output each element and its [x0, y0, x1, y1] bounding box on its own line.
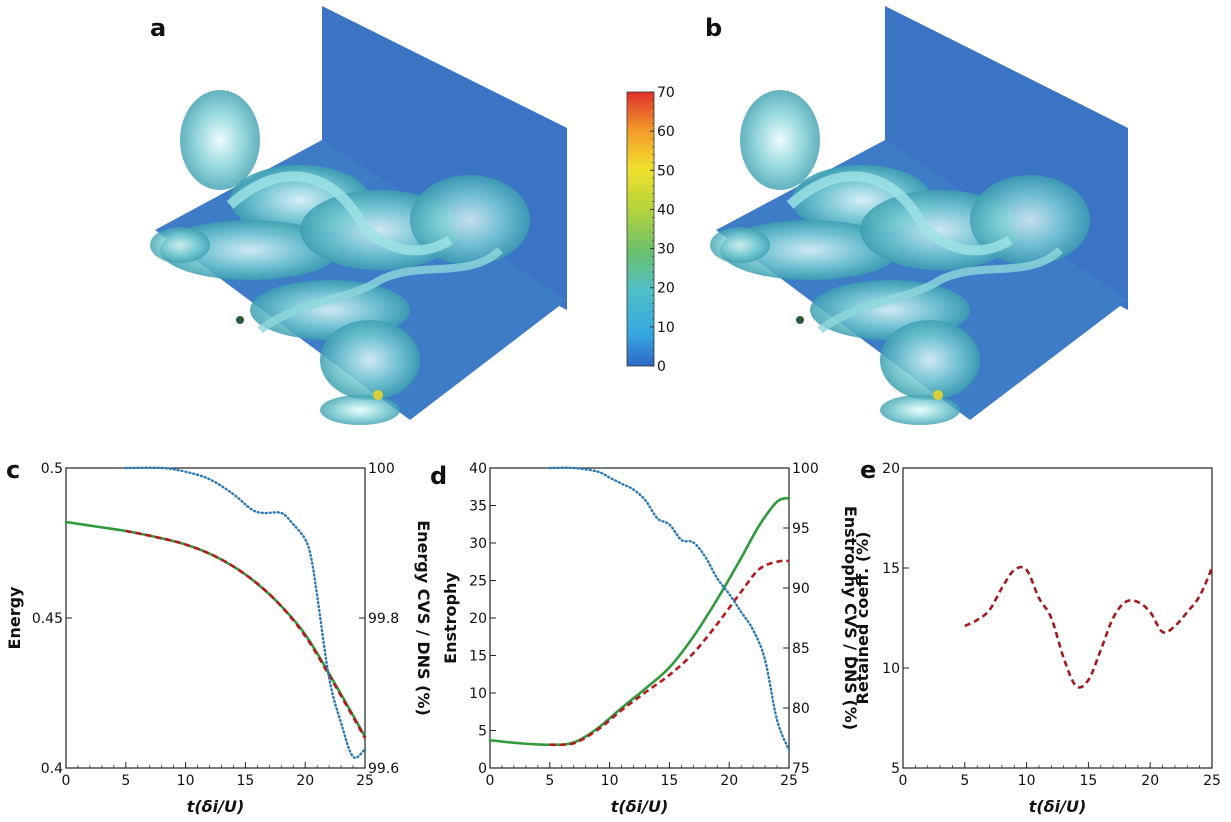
colorbar-tick-label: 40 [657, 202, 675, 218]
y-tick-label: 15 [882, 561, 900, 577]
y-axis-label: Retained coeff. (%) [853, 532, 872, 705]
plot-frame [489, 467, 790, 769]
colorbar-tick-label: 20 [657, 281, 675, 297]
vortex-structure [320, 395, 400, 425]
x-tick-label: 20 [296, 773, 314, 789]
hot-spot [236, 316, 244, 324]
x-tick-label: 10 [1018, 773, 1036, 789]
colorbar-tick-label: 0 [657, 359, 666, 375]
colorbar-tick-label: 30 [657, 242, 675, 258]
y-tick-label: 0.5 [41, 461, 63, 477]
series-line-dns [488, 496, 791, 747]
panel-label-c: c [6, 456, 20, 484]
panel-label-b: b [705, 14, 722, 42]
vortex-structure [880, 320, 980, 400]
y-tick-label: 25 [469, 574, 487, 590]
hot-spot [933, 390, 943, 400]
y-axis-label: Enstrophy [441, 572, 460, 664]
vortex-tube [226, 171, 453, 256]
vortex-structure [710, 227, 770, 263]
vorticity-render-b [710, 6, 1128, 425]
colorbar-tick-label: 60 [657, 124, 675, 140]
y-right-tick-label: 85 [792, 641, 810, 657]
vortex-structure [150, 227, 210, 263]
y-right-tick-label: 90 [792, 581, 810, 597]
x-tick-label: 15 [1079, 773, 1097, 789]
y-right-tick-label: 75 [792, 761, 810, 777]
y-tick-label: 10 [469, 686, 487, 702]
y-tick-label: 20 [882, 461, 900, 477]
y-tick-label: 10 [882, 661, 900, 677]
x-tick-label: 5 [121, 773, 130, 789]
x-tick-label: 25 [356, 773, 374, 789]
y-right-tick-label: 99.8 [368, 611, 399, 627]
vortex-structure [320, 320, 420, 400]
y-tick-label: 0.45 [32, 611, 63, 627]
vortex-structure [180, 90, 260, 190]
y-tick-label: 20 [469, 611, 487, 627]
colorbar: 70 60 50 40 30 20 10 0 [626, 85, 675, 375]
series-line-ratio [124, 466, 367, 759]
x-axis-label: t(δi/U) [187, 797, 245, 816]
y-right-tick-label: 80 [792, 701, 810, 717]
panel-label-e: e [860, 456, 876, 484]
vorticity-render-a [150, 6, 567, 425]
x-tick-label: 5 [960, 773, 969, 789]
series-line-dns [64, 520, 367, 738]
vortex-structure [160, 220, 340, 280]
x-axis-label: t(δi/U) [611, 797, 669, 816]
series-line-cvs [549, 559, 790, 747]
y-right-axis-label: Energy CVS / DNS (%) [414, 520, 433, 716]
colorbar-tick-label: 50 [657, 163, 675, 179]
energy-chart: 0 5 10 15 20 25 0.4 0.45 0.5 99.6 99.8 100 t(δi/U) En… [5, 461, 433, 816]
y-tick-label: 0.4 [41, 761, 63, 777]
colorbar-gradient [626, 91, 655, 367]
panel-label-d: d [430, 462, 447, 490]
y-right-axis-label: Enstrophy CVS / DNS (%) [841, 506, 860, 730]
y-right-tick-label: 99.6 [368, 761, 399, 777]
x-axis-label: t(δi/U) [1029, 797, 1087, 816]
x-tick-label: 20 [1141, 773, 1159, 789]
x-tick-label: 5 [545, 773, 554, 789]
y-tick-label: 0 [478, 761, 487, 777]
panel-label-a: a [150, 14, 166, 42]
y-right-tick-label: 100 [792, 461, 819, 477]
x-tick-label: 15 [236, 773, 254, 789]
y-tick-label: 35 [469, 499, 487, 515]
vortex-structure [880, 395, 960, 425]
y-tick-label: 5 [891, 761, 900, 777]
y-tick-label: 40 [469, 461, 487, 477]
y-axis-label: Energy [5, 586, 24, 650]
series-line-ratio [548, 466, 791, 752]
colorbar-tick-label: 70 [657, 85, 675, 101]
x-tick-label: 25 [1203, 773, 1221, 789]
x-tick-label: 10 [177, 773, 195, 789]
series-line-cvs [125, 529, 367, 739]
x-tick-label: 20 [720, 773, 738, 789]
x-tick-label: 0 [62, 773, 71, 789]
colorbar-tick-label: 10 [657, 320, 675, 336]
y-tick-label: 15 [469, 649, 487, 665]
vortex-tube [257, 247, 503, 334]
x-tick-label: 10 [601, 773, 619, 789]
x-tick-label: 0 [486, 773, 495, 789]
vortex-tube [817, 247, 1063, 334]
series-line-retained [964, 565, 1214, 689]
vortex-structure [740, 90, 820, 190]
plot-frame [902, 467, 1213, 769]
x-tick-label: 15 [660, 773, 678, 789]
y-right-tick-label: 100 [368, 461, 395, 477]
x-tick-label: 25 [780, 773, 798, 789]
y-right-tick-label: 95 [792, 521, 810, 537]
hot-spot [796, 316, 804, 324]
hot-spot [373, 390, 383, 400]
y-tick-label: 5 [478, 724, 487, 740]
x-tick-label: 0 [899, 773, 908, 789]
vortex-tube [786, 171, 1013, 256]
y-tick-label: 30 [469, 536, 487, 552]
enstrophy-chart: 0 5 10 15 20 25 0 5 10 15 20 25 30 35 40 75 80 85 90 95 100 t… [441, 461, 860, 816]
vortex-structure [720, 220, 900, 280]
